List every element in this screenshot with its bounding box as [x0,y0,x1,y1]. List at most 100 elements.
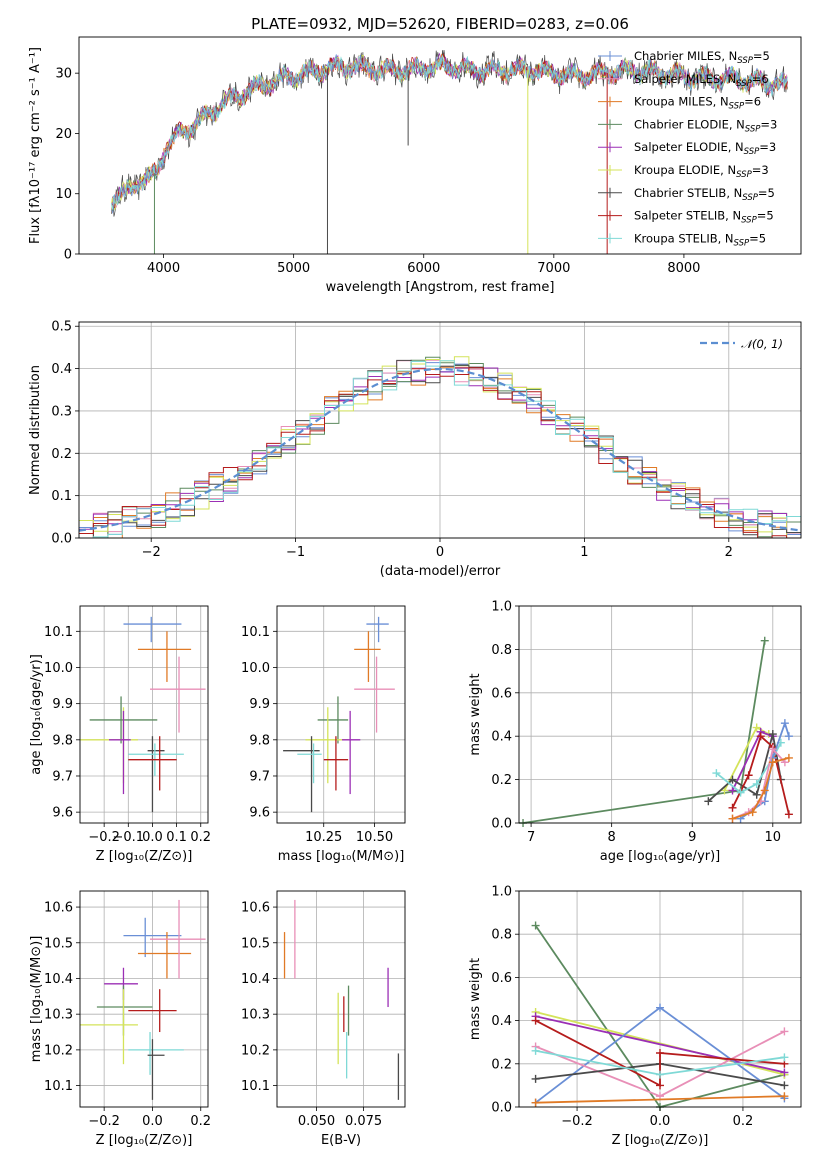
histogram-series [79,356,801,538]
x-tick-label: 10 [765,830,782,845]
weight-line [535,1011,785,1076]
weight-point [744,771,753,780]
x-tick-label: 0.050 [298,1114,335,1129]
weight-point [784,810,793,819]
legend-label: Salpeter STELIB, NSSP=5 [634,209,774,226]
x-axis-label: wavelength [Angstrom, rest frame] [326,280,555,295]
x-tick-label: −0.2 [88,830,120,845]
weight-line [522,640,766,824]
legend-label: Chabrier STELIB, NSSP=5 [634,186,775,203]
weight-vs-Z-panel: −0.2 0.0 0.2 0.0 0.2 0.4 0.6 0.8 1.0 Z [log₁₀(Z/Z… [468,885,802,1148]
y-axis-label: mass [log₁₀(M/M⊙)] [29,936,44,1063]
y-tick-label: 9.8 [52,733,73,748]
mass-vs-EBV-panel: 0.050 0.075 10.1 10.2 10.3 10.4 10.5 10.6 E(B-V) [241,890,406,1148]
spectrum-series [111,54,788,210]
y-tick-label: 10.5 [241,936,270,951]
weight-point [780,1081,789,1090]
x-tick-label: 10.50 [356,830,393,845]
y-tick-label: 10.1 [44,625,73,640]
x-tick-label: 0 [436,545,444,560]
y-tick-label: 0.3 [51,404,72,419]
age-vs-mass-panel: 10.25 10.50 9.6 9.7 9.8 9.9 10.0 10.1 mass [log₁… [241,605,406,864]
y-tick-label: 9.9 [249,697,270,712]
y-tick-label: 10.1 [241,1079,270,1094]
weight-point [768,730,777,739]
weight-point [704,797,713,806]
legend-label: Kroupa ELODIE, NSSP=3 [634,163,769,180]
weight-point [728,803,737,812]
y-tick-label: 0.8 [491,643,512,658]
y-tick-label: 0.0 [491,817,512,832]
x-tick-label: 9 [688,830,696,845]
x-axis-label: Z [log₁₀(Z/Z⊙)] [96,1133,193,1148]
y-axis-label: Normed distribution [28,365,43,495]
x-tick-label: 4000 [147,261,180,276]
legend-label: Chabrier ELODIE, NSSP=3 [634,117,777,134]
weight-point [656,1003,664,1012]
weight-point [752,779,761,788]
x-tick-label: −0.2 [561,1114,593,1129]
y-tick-label: 0.4 [51,362,72,377]
y-tick-label: 0.5 [51,320,72,335]
histogram-series [79,360,801,538]
y-tick-label: 10.3 [44,1008,73,1023]
residuals-panel: −2 −1 0 1 2 0.0 0.1 0.2 0.3 0.4 0.5 (data-model)/er… [28,320,802,579]
legend-label: Salpeter MILES, NSSP=6 [634,72,769,89]
x-tick-label: 0.2 [733,1114,754,1129]
x-axis-label: Z [log₁₀(Z/Z⊙)] [96,849,193,864]
weight-point [531,1074,540,1083]
weight-point [780,719,789,728]
y-tick-label: 0.0 [491,1101,512,1116]
x-tick-label: 0.2 [190,1114,211,1129]
y-tick-label: 9.6 [249,806,270,821]
weight-point [748,808,757,817]
y-tick-label: 9.8 [249,733,270,748]
x-tick-label: 0.075 [345,1114,382,1129]
axes-frame [78,36,802,255]
x-tick-label: 0.2 [190,830,211,845]
y-tick-label: 9.9 [52,697,73,712]
x-tick-label: 7 [527,830,535,845]
y-tick-label: 20 [55,127,72,142]
y-tick-label: 0.6 [491,971,512,986]
x-tick-label: 0.1 [166,830,187,845]
weight-point [736,788,745,797]
weight-point [728,775,737,784]
weight-point [780,1027,789,1036]
y-tick-label: 0 [64,248,72,263]
axes-frame [79,605,209,824]
x-tick-label: 1 [580,545,588,560]
weight-point [784,753,793,762]
weight-point [728,814,737,823]
y-tick-label: 10.2 [44,1043,73,1058]
weight-point [768,758,777,767]
x-axis-label: E(B-V) [321,1133,361,1148]
weight-point [752,790,761,799]
y-tick-label: 1.0 [491,885,512,900]
x-tick-label: 6000 [407,261,440,276]
weight-point [784,732,793,741]
weight-point [531,921,540,930]
weight-point [656,1070,664,1079]
weight-point [656,1081,664,1090]
mass-vs-Z-panel: −0.2 0.0 0.2 10.1 10.2 10.3 10.4 10.5 10.6 Z [log… [29,890,211,1148]
weight-point [656,1049,664,1057]
axes-frame [79,890,209,1108]
x-tick-label: −2 [142,545,161,560]
figure-title: PLATE=0932, MJD=52620, FIBERID=0283, z=0… [251,15,629,33]
legend-label: Chabrier MILES, NSSP=5 [634,49,770,66]
weight-point [780,1053,789,1062]
y-tick-label: 0.0 [51,532,72,547]
weight-vs-age-panel: 7 8 9 10 0.0 0.2 0.4 0.6 0.8 1.0 age [log₁₀(age/yr… [468,600,802,864]
y-tick-label: 0.8 [491,928,512,943]
weight-line [535,1019,785,1087]
weight-line [535,1095,785,1104]
weight-point [780,1068,789,1077]
y-tick-label: 10.6 [44,901,73,916]
weight-point [531,1016,540,1025]
x-tick-label: 0.0 [142,1114,163,1129]
weight-point [531,1046,540,1055]
x-axis-label: mass [log₁₀(M/M⊙)] [278,849,405,864]
y-axis-label: age [log₁₀(age/yr)] [29,654,44,775]
x-axis-label: Z [log₁₀(Z/Z⊙)] [612,1133,709,1148]
